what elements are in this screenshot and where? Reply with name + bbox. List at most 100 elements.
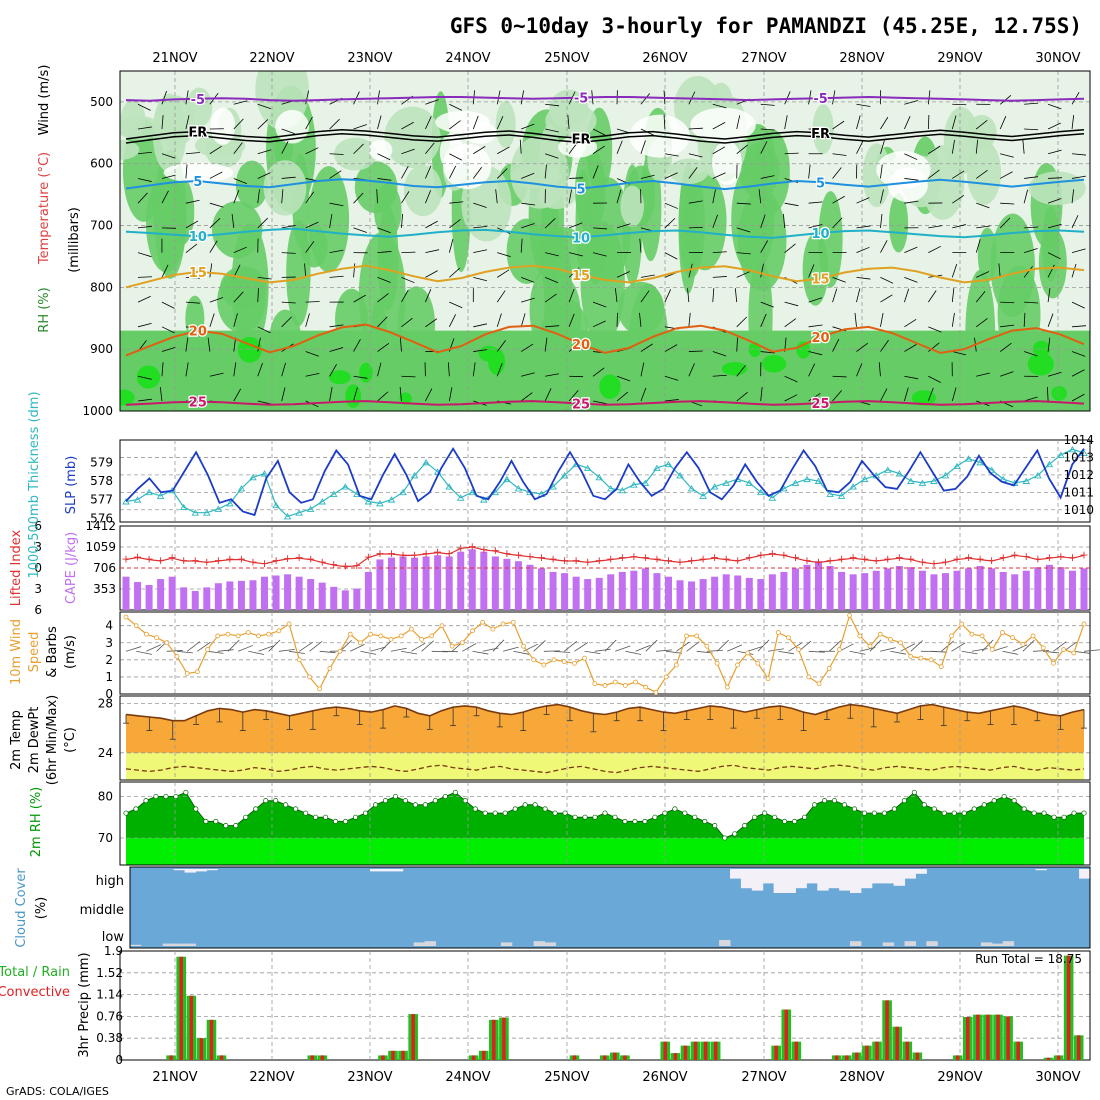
precip-label: 3hr Precip (mm) <box>77 952 92 1057</box>
rh2m-point <box>542 806 548 812</box>
wind-barb <box>449 301 463 309</box>
wind-barb <box>281 362 286 377</box>
wind-barb-10m <box>594 648 611 652</box>
wind-barb <box>448 239 454 253</box>
cape-bar <box>434 555 442 610</box>
cape-bar <box>318 582 326 610</box>
wind-barb <box>257 189 260 204</box>
rh-cell <box>888 193 909 253</box>
wind-speed-point <box>775 630 781 635</box>
wind-speed-point <box>622 683 628 688</box>
temp2m-label: (°C) <box>63 727 78 753</box>
wind-barb <box>377 178 392 181</box>
wind-speed-point <box>898 640 903 646</box>
wind-barb <box>832 390 843 402</box>
wind-barb <box>1047 337 1051 352</box>
wind-barb <box>1047 288 1051 303</box>
wind-barb <box>904 387 909 402</box>
wind-barb <box>736 227 751 233</box>
wind-barb <box>425 190 432 204</box>
cape-bar <box>1034 567 1042 610</box>
wind-barb <box>545 153 559 159</box>
wind-barb-10m <box>237 645 254 652</box>
wind-barb-10m <box>319 650 336 654</box>
wind-barb <box>545 325 560 328</box>
lifted-index-point: + <box>825 554 834 567</box>
thickness-point <box>883 466 892 473</box>
cloud-high-bar <box>740 869 753 889</box>
rh2m-point <box>622 818 628 824</box>
wind-barb-10m <box>554 650 571 653</box>
wind-barb <box>1000 202 1015 205</box>
rh-cell-bright <box>1027 352 1054 376</box>
rh2m-point <box>572 814 578 820</box>
thickness-point <box>549 483 557 490</box>
wind-barb <box>257 172 271 179</box>
wind-barb <box>736 365 746 377</box>
precip-tick: 1.9 <box>104 944 123 958</box>
lifted-index-point: + <box>479 543 488 556</box>
wind-speed-point <box>857 633 863 639</box>
rh2m-point <box>552 810 558 816</box>
lifted-index-point: + <box>560 554 569 567</box>
lifted-index-point: + <box>214 554 223 567</box>
precip-convective-bar <box>865 1045 869 1060</box>
wind-barb <box>712 103 727 109</box>
cloud-high-bar <box>839 869 851 891</box>
wind-barb <box>1047 371 1062 377</box>
wind-barb <box>472 166 482 179</box>
lifted-index-point: + <box>156 554 165 567</box>
wind-barb <box>880 164 883 179</box>
wind-barb <box>880 312 884 327</box>
lifted-index-point: + <box>168 551 177 564</box>
rh2m-point <box>672 806 678 812</box>
footer-credit: GrADS: COLA/IGES <box>6 1085 109 1098</box>
lifted-index-point: + <box>133 551 142 564</box>
wind-barb <box>760 301 774 308</box>
rh2m-point <box>891 806 897 812</box>
thickness-point <box>283 513 292 520</box>
wind-barb <box>927 387 934 402</box>
precip-convective-bar <box>502 1017 506 1060</box>
wind-speed-point <box>663 674 669 680</box>
thickness-point <box>249 473 257 481</box>
cape-bar <box>584 579 592 610</box>
rh2m-point <box>1011 798 1017 804</box>
rh-cell <box>286 219 311 327</box>
wind-speed-point <box>816 681 822 687</box>
rh2m-point <box>253 806 259 812</box>
rh2m-point <box>223 823 229 829</box>
wind-barb <box>976 372 990 377</box>
precip-convective-bar <box>774 1045 778 1060</box>
lifted-index-point: + <box>606 553 615 566</box>
thickness-point <box>618 486 627 494</box>
rh-cell-bright <box>1051 385 1067 401</box>
cloud-low-bar <box>162 943 175 946</box>
wind-speed-point <box>582 655 588 661</box>
rh2m-point <box>372 802 379 808</box>
lifted-index-point: + <box>664 554 673 567</box>
thickness-point <box>260 470 269 477</box>
wind-barb <box>377 227 391 234</box>
wind-barb-10m <box>900 643 915 652</box>
lifted-index-point: + <box>398 548 407 561</box>
wind-barb <box>616 189 622 204</box>
thickness-point <box>318 498 327 505</box>
wind-barb <box>401 191 410 204</box>
wind-barb <box>161 90 167 105</box>
wind-barb-10m <box>502 646 519 652</box>
wind-barb <box>640 343 653 352</box>
rh2m-point <box>402 798 408 804</box>
isotherm-label: -5 <box>813 92 827 107</box>
lifted-index-point: + <box>502 547 511 560</box>
wind-barb <box>928 245 942 253</box>
rh2m-point <box>1031 810 1037 816</box>
cape-bar <box>1011 574 1019 610</box>
wind-barb-10m <box>370 646 387 652</box>
lifted-index-point: + <box>456 541 465 554</box>
cape-bar <box>376 559 384 610</box>
lifted-index-point: + <box>548 553 557 566</box>
wind-barb <box>521 172 535 179</box>
cape-bar <box>641 568 649 610</box>
rh-cell <box>235 160 269 209</box>
